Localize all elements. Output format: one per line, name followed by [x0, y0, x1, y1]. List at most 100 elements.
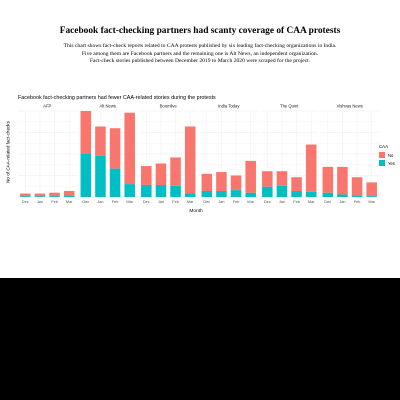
bar-no [109, 128, 121, 169]
x-tick-label: Mar [247, 200, 254, 204]
bar-yes [124, 184, 135, 197]
x-tick-label: Jan [158, 200, 164, 204]
bar-yes [184, 193, 196, 197]
facet-strip [139, 102, 198, 110]
faceted-bar-chart: Facebook fact-checking partners had fewe… [6, 95, 395, 214]
x-tick-label: Mar [66, 200, 73, 204]
bar-yes [20, 196, 31, 197]
facet-label: The Quint [280, 103, 299, 108]
bar-no [63, 190, 75, 196]
bar-no [49, 192, 60, 197]
bar-no [262, 171, 273, 187]
bar-no [351, 177, 363, 196]
bar-no [170, 157, 181, 186]
x-tick-label: Jan [339, 200, 345, 204]
bar-yes [34, 196, 46, 197]
bar-no [124, 112, 135, 185]
facet-strip [18, 102, 77, 110]
report-page: Facebook fact-checking partners had scan… [0, 0, 400, 278]
bar-no [337, 166, 348, 195]
description-line: This chart shows fact-check reports rela… [63, 43, 337, 49]
facet-label: Alt News [99, 103, 116, 108]
x-tick-label: Feb [112, 200, 119, 204]
x-tick-label: Feb [354, 200, 361, 204]
bar-yes [245, 192, 256, 197]
facet-panel-vishvas-news: Vishvas News Dec Jan Feb Mar [320, 102, 379, 204]
legend-label-no: No [388, 153, 394, 158]
x-tick-label: Mar [368, 200, 375, 204]
y-axis-label: No of CAA-related fact-checks [6, 120, 11, 182]
x-tick-label: Mar [187, 200, 194, 204]
bar-yes [141, 184, 152, 197]
page-headline: Facebook fact-checking partners had scan… [59, 26, 341, 36]
facet-label: Vishvas News [337, 103, 363, 108]
bar-no [80, 111, 92, 154]
bar-no [216, 172, 227, 191]
x-tick-label: Dec [264, 200, 271, 204]
x-tick-label: Feb [51, 200, 58, 204]
legend-title: CAA [379, 144, 388, 149]
facet-label: AFP [43, 103, 51, 108]
x-tick-label: Dec [82, 200, 89, 204]
legend-key-no [379, 152, 385, 158]
facet-panel-afp: AFP Dec Jan Feb Mar [18, 102, 77, 204]
bar-yes [230, 190, 242, 197]
x-tick-label: Jan [97, 200, 103, 204]
x-tick-label: Jan [279, 200, 285, 204]
bar-yes [109, 168, 121, 197]
bar-no [245, 160, 256, 193]
bar-no [141, 166, 152, 185]
facet-strip [199, 102, 258, 110]
bar-no [201, 173, 213, 191]
bar-yes [366, 196, 377, 197]
bar-no [20, 193, 31, 197]
x-tick-label: Feb [172, 200, 179, 204]
bar-no [184, 126, 196, 194]
x-tick-label: Feb [233, 200, 240, 204]
bar-yes [80, 154, 92, 197]
facet-panel-boomlive: Boomlive Dec Jan Feb Mar [139, 102, 198, 204]
x-tick-label: Jan [37, 200, 43, 204]
x-tick-label: Jan [218, 200, 224, 204]
bar-yes [201, 190, 213, 197]
bar-no [366, 182, 377, 197]
bar-no [95, 126, 106, 156]
page-description: This chart shows fact-check reports rela… [10, 43, 390, 66]
bar-yes [262, 186, 273, 197]
x-tick-label: Mar [308, 200, 315, 204]
bar-yes [322, 192, 334, 197]
facet-panel-india-today: India Today Dec Jan Feb Mar [199, 102, 258, 204]
legend: CAA No Yes [379, 144, 395, 166]
description-line: Five among them are Facebook partners an… [81, 50, 319, 57]
bar-no [322, 166, 334, 193]
facet-strip [78, 102, 137, 110]
facet-strip [260, 102, 319, 110]
facet-strip [320, 102, 379, 110]
legend-label-yes: Yes [388, 161, 395, 166]
facet-label: India Today [218, 103, 240, 108]
x-tick-label: Dec [324, 200, 331, 204]
bar-no [291, 177, 302, 191]
legend-key-yes [379, 160, 385, 166]
bar-yes [337, 194, 348, 197]
bar-yes [95, 155, 106, 197]
bar-no [155, 163, 167, 185]
x-tick-label: Dec [143, 200, 150, 204]
bar-no [230, 175, 242, 191]
bar-no [276, 171, 288, 186]
chart-title: Facebook fact-checking partners had fewe… [18, 95, 216, 101]
facet-label: Boomlive [160, 103, 178, 108]
facet-panel-the-quint: The Quint Dec Jan Feb Mar [260, 102, 319, 204]
bar-no [34, 193, 46, 197]
x-tick-label: Feb [293, 200, 300, 204]
bar-yes [305, 191, 317, 197]
x-axis-label: Month [189, 208, 203, 214]
x-tick-label: Mar [126, 200, 133, 204]
bar-yes [49, 196, 60, 197]
description-line: Fact-check stories published between Dec… [89, 58, 311, 65]
facet-panel-alt-news: Alt News Dec Jan Feb Mar [78, 102, 137, 204]
bar-yes [170, 185, 181, 197]
bar-yes [216, 190, 227, 197]
bar-yes [155, 184, 167, 197]
